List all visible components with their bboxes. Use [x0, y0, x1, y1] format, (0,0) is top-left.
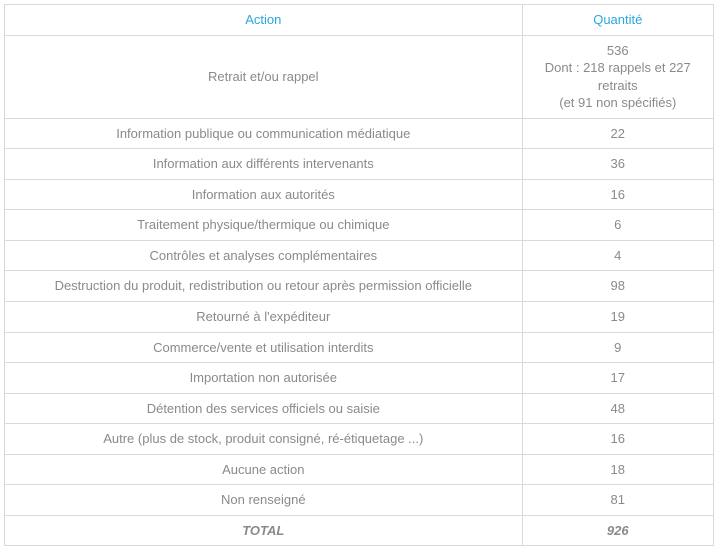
- cell-quantity: 9: [522, 332, 713, 363]
- total-label: TOTAL: [5, 515, 523, 546]
- table-row: Aucune action 18: [5, 454, 714, 485]
- cell-action: Commerce/vente et utilisation interdits: [5, 332, 523, 363]
- table-row: Détention des services officiels ou sais…: [5, 393, 714, 424]
- table-row: Traitement physique/thermique ou chimiqu…: [5, 210, 714, 241]
- table-row: Autre (plus de stock, produit consigné, …: [5, 424, 714, 455]
- table-row: Commerce/vente et utilisation interdits …: [5, 332, 714, 363]
- actions-table: Action Quantité Retrait et/ou rappel 536…: [4, 4, 714, 546]
- cell-action: Retourné à l'expéditeur: [5, 302, 523, 333]
- cell-quantity: 19: [522, 302, 713, 333]
- table-total-row: TOTAL 926: [5, 515, 714, 546]
- qty-sub1: Dont : 218 rappels et 227 retraits: [531, 59, 705, 94]
- header-quantity: Quantité: [522, 5, 713, 36]
- header-action: Action: [5, 5, 523, 36]
- table-header-row: Action Quantité: [5, 5, 714, 36]
- cell-action: Information aux différents intervenants: [5, 149, 523, 180]
- cell-quantity: 17: [522, 363, 713, 394]
- cell-action: Destruction du produit, redistribution o…: [5, 271, 523, 302]
- cell-quantity: 16: [522, 424, 713, 455]
- table-row: Information aux différents intervenants …: [5, 149, 714, 180]
- cell-quantity: 36: [522, 149, 713, 180]
- cell-action: Détention des services officiels ou sais…: [5, 393, 523, 424]
- table-row: Retourné à l'expéditeur 19: [5, 302, 714, 333]
- table-row: Retrait et/ou rappel 536 Dont : 218 rapp…: [5, 35, 714, 118]
- cell-action: Information aux autorités: [5, 179, 523, 210]
- qty-sub2: (et 91 non spécifiés): [531, 94, 705, 112]
- cell-quantity: 6: [522, 210, 713, 241]
- total-value: 926: [522, 515, 713, 546]
- table-row: Importation non autorisée 17: [5, 363, 714, 394]
- table-row: Contrôles et analyses complémentaires 4: [5, 240, 714, 271]
- cell-quantity: 22: [522, 118, 713, 149]
- cell-quantity: 48: [522, 393, 713, 424]
- qty-main: 536: [531, 42, 705, 60]
- cell-quantity: 536 Dont : 218 rappels et 227 retraits (…: [522, 35, 713, 118]
- cell-quantity: 98: [522, 271, 713, 302]
- table-row: Information publique ou communication mé…: [5, 118, 714, 149]
- cell-quantity: 18: [522, 454, 713, 485]
- cell-action: Contrôles et analyses complémentaires: [5, 240, 523, 271]
- cell-quantity: 16: [522, 179, 713, 210]
- cell-quantity: 4: [522, 240, 713, 271]
- cell-action: Retrait et/ou rappel: [5, 35, 523, 118]
- cell-action: Autre (plus de stock, produit consigné, …: [5, 424, 523, 455]
- cell-action: Traitement physique/thermique ou chimiqu…: [5, 210, 523, 241]
- cell-action: Aucune action: [5, 454, 523, 485]
- table-row: Destruction du produit, redistribution o…: [5, 271, 714, 302]
- cell-action: Information publique ou communication mé…: [5, 118, 523, 149]
- table-row: Information aux autorités 16: [5, 179, 714, 210]
- cell-action: Importation non autorisée: [5, 363, 523, 394]
